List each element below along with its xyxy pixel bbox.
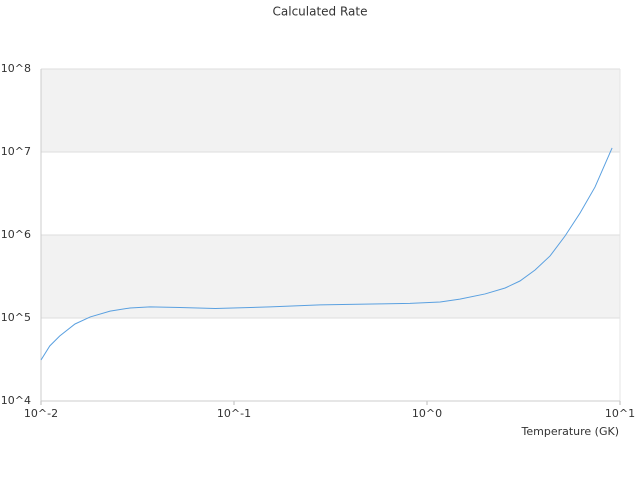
x-axis-label: Temperature (GK) <box>521 425 620 438</box>
data-line <box>40 147 613 361</box>
x-tick-label: 10^0 <box>412 407 442 420</box>
chart-title: Calculated Rate <box>273 5 368 19</box>
grid-band <box>41 235 620 318</box>
y-tick-label: 10^6 <box>1 228 31 241</box>
y-tick-label: 10^8 <box>1 62 31 75</box>
x-tick-label: 10^-1 <box>217 407 251 420</box>
x-tick-label: 10^1 <box>605 407 635 420</box>
y-tick-label: 10^4 <box>1 394 31 407</box>
y-tick-label: 10^7 <box>1 145 31 158</box>
grid-band <box>41 69 620 152</box>
x-tick-label: 10^-2 <box>24 407 58 420</box>
y-tick-label: 10^5 <box>1 311 31 324</box>
